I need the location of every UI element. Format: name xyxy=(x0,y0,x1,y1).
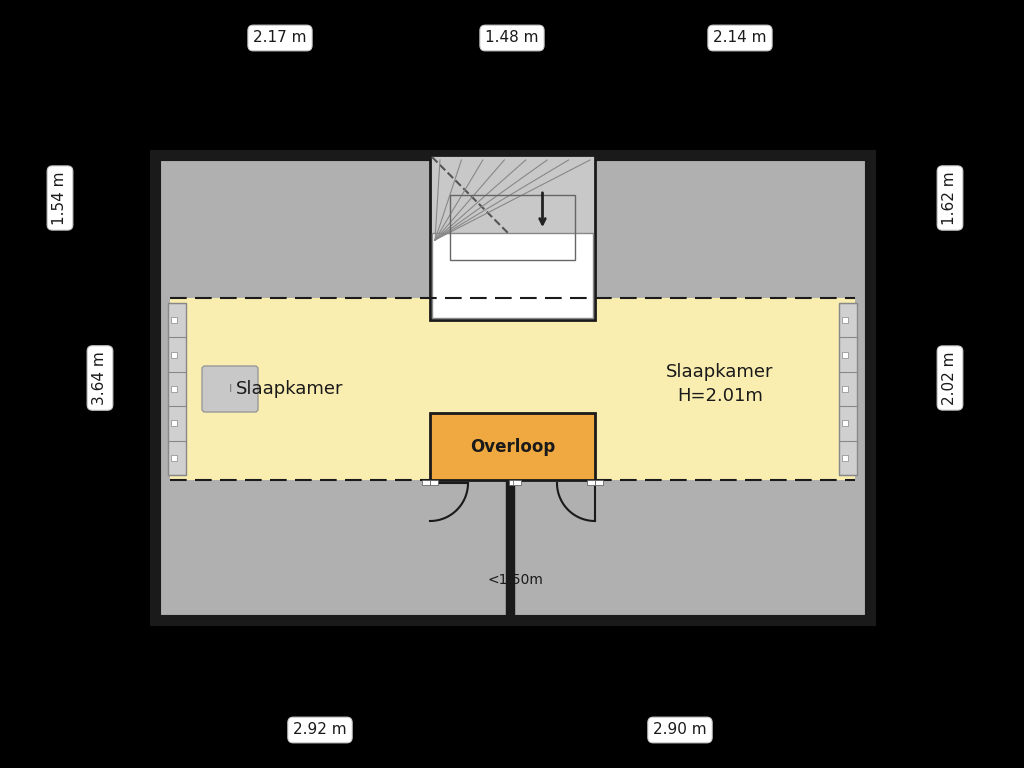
Bar xyxy=(430,155,595,320)
Text: I: I xyxy=(228,384,231,394)
Bar xyxy=(842,420,848,426)
Bar xyxy=(171,352,177,358)
Bar xyxy=(509,480,516,485)
Bar xyxy=(155,155,870,620)
Text: 2.17 m: 2.17 m xyxy=(253,31,307,45)
Bar xyxy=(171,455,177,461)
Text: 1.62 m: 1.62 m xyxy=(942,171,957,225)
Bar xyxy=(842,317,848,323)
FancyBboxPatch shape xyxy=(202,366,258,412)
Bar xyxy=(171,386,177,392)
Text: 2.90 m: 2.90 m xyxy=(653,723,707,737)
Text: 2.92 m: 2.92 m xyxy=(293,723,347,737)
Bar xyxy=(168,303,186,475)
Bar xyxy=(430,413,595,480)
Text: Overloop: Overloop xyxy=(470,438,555,455)
Bar xyxy=(170,298,855,480)
Bar xyxy=(512,480,520,485)
Text: 2.02 m: 2.02 m xyxy=(942,351,957,405)
Text: 1.54 m: 1.54 m xyxy=(52,171,68,225)
Bar xyxy=(171,420,177,426)
Text: 1.48 m: 1.48 m xyxy=(485,31,539,45)
Text: <1.50m: <1.50m xyxy=(487,573,543,587)
Bar xyxy=(595,480,603,485)
Text: Slaapkamer: Slaapkamer xyxy=(237,380,344,398)
Bar xyxy=(171,317,177,323)
Text: 3.64 m: 3.64 m xyxy=(92,351,108,405)
Bar xyxy=(842,386,848,392)
Bar xyxy=(587,480,595,485)
Text: 2.14 m: 2.14 m xyxy=(714,31,767,45)
Bar xyxy=(422,480,430,485)
Bar xyxy=(450,195,575,260)
Bar xyxy=(839,303,857,475)
Bar xyxy=(432,233,593,318)
Bar xyxy=(430,480,438,485)
Text: Slaapkamer
H=2.01m: Slaapkamer H=2.01m xyxy=(667,363,774,405)
Bar xyxy=(842,455,848,461)
Bar xyxy=(842,352,848,358)
